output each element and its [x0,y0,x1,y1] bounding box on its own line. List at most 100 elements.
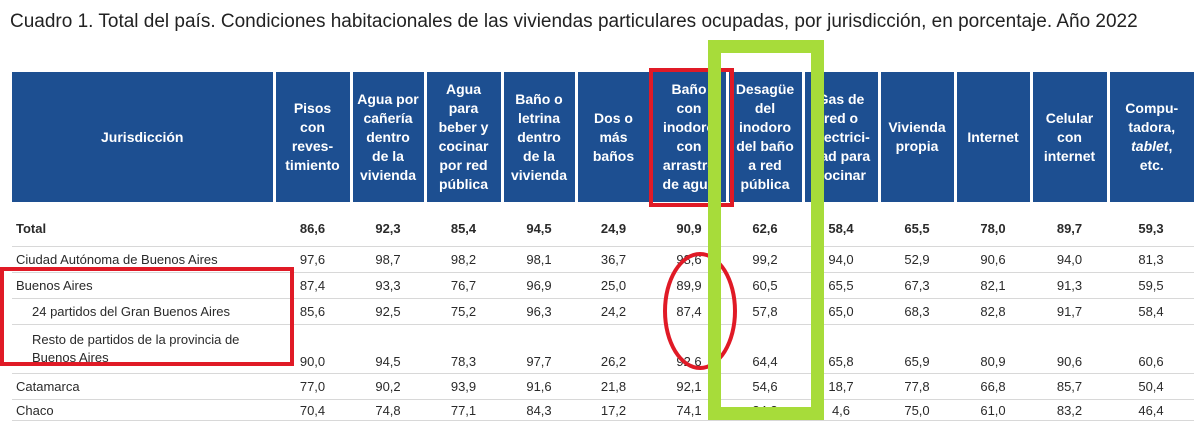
table-cell: 60,6 [1108,324,1194,374]
table-title: Cuadro 1. Total del país. Condiciones ha… [10,11,1138,32]
table-row: Resto de partidos de la provincia de Bue… [12,324,1194,374]
table-cell: 61,0 [955,399,1031,421]
table-cell: 25,0 [576,272,651,299]
table-cell: 46,4 [1108,399,1194,421]
table-cell: 70,4 [274,399,351,421]
table-cell: 89,9 [651,272,727,299]
table-cell: 57,8 [727,298,803,325]
table-cell: 83,2 [1031,399,1108,421]
table-cell: 68,3 [879,298,955,325]
table-cell: 80,9 [955,324,1031,374]
table-cell: 17,2 [576,399,651,421]
header-pisos: Pisos con reves- timiento [272,72,351,202]
table-cell: 97,7 [502,324,576,374]
header-internet: Internet [953,72,1031,202]
row-jurisdiction-label: Catamarca [12,373,274,400]
table-cell: 87,4 [651,298,727,325]
table-cell: 24,9 [576,202,651,247]
table-cell: 75,2 [425,298,502,325]
table-cell: 92,3 [351,202,425,247]
table-cell: 77,0 [274,373,351,400]
table-cell: 94,5 [351,324,425,374]
housing-conditions-table: Jurisdicción Pisos con reves- timiento A… [12,72,1194,421]
table-cell: 91,3 [1031,272,1108,299]
table-cell: 21,8 [576,373,651,400]
table-cell: 60,5 [727,272,803,299]
table-cell: 92,6 [651,324,727,374]
table-cell: 94,5 [502,202,576,247]
header-dos-banos: Dos o más baños [574,72,651,202]
table-cell: 92,5 [351,298,425,325]
header-agua-caneria: Agua por cañería dentro de la vivienda [349,72,425,202]
table-cell: 34,2 [727,399,803,421]
table-cell: 59,5 [1108,272,1194,299]
table-cell: 93,3 [351,272,425,299]
table-cell: 99,2 [727,246,803,273]
table-cell: 90,6 [1031,324,1108,374]
table-cell: 58,4 [1108,298,1194,325]
header-gas: Gas de red o electrici- dad para cocinar [801,72,879,202]
header-computadora: Compu-tadora, tablet, etc. [1106,72,1194,202]
table-cell: 50,4 [1108,373,1194,400]
table-cell: 58,4 [803,202,879,247]
header-desague: Desagüe del inodoro del baño a red públi… [725,72,803,202]
table-cell: 92,1 [651,373,727,400]
table-cell: 54,6 [727,373,803,400]
table-cell: 76,7 [425,272,502,299]
header-row: Jurisdicción Pisos con reves- timiento A… [12,72,1194,202]
table-cell: 94,0 [803,246,879,273]
table-cell: 90,2 [351,373,425,400]
table-cell: 65,8 [803,324,879,374]
table-cell: 78,3 [425,324,502,374]
table-row: Buenos Aires 87,4 93,3 76,7 96,9 25,0 89,9 60,5… [12,272,1194,299]
table-cell: 82,8 [955,298,1031,325]
header-bano-letrina: Baño o letrina dentro de la vivienda [500,72,576,202]
table-cell: 62,6 [727,202,803,247]
table-cell: 90,0 [274,324,351,374]
header-agua-red: Agua para beber y cocinar por red públic… [423,72,502,202]
table-cell: 98,1 [502,246,576,273]
row-jurisdiction-label: Resto de partidos de la provincia de Bue… [12,324,274,374]
table-cell: 64,4 [727,324,803,374]
table-cell: 97,6 [274,246,351,273]
table-cell: 78,0 [955,202,1031,247]
table-cell: 94,0 [1031,246,1108,273]
table-cell: 98,7 [351,246,425,273]
table-cell: 84,3 [502,399,576,421]
table-row: Ciudad Autónoma de Buenos Aires 97,6 98,7 9… [12,246,1194,273]
table-cell: 91,6 [502,373,576,400]
table-cell: 59,3 [1108,202,1194,247]
row-jurisdiction-label: Chaco [12,399,274,421]
table-cell: 74,8 [351,399,425,421]
table-cell: 98,2 [425,246,502,273]
row-jurisdiction-label: Buenos Aires [12,272,274,299]
header-jurisdiccion: Jurisdicción [12,72,274,202]
table-cell: 87,4 [274,272,351,299]
table-cell: 75,0 [879,399,955,421]
table-cell: 24,2 [576,298,651,325]
table-cell: 96,3 [502,298,576,325]
row-jurisdiction-label: Total [12,202,274,247]
header-vivienda-propia: Vivienda propia [877,72,955,202]
table-cell: 65,5 [803,272,879,299]
table-cell: 82,1 [955,272,1031,299]
table-row: Chaco 70,4 74,8 77,1 84,3 17,2 74,1 34,2 4,6 75,0… [12,399,1194,421]
table-cell: 67,3 [879,272,955,299]
table-cell: 74,1 [651,399,727,421]
table-cell: 93,9 [425,373,502,400]
table-cell: 77,1 [425,399,502,421]
table-cell: 89,7 [1031,202,1108,247]
header-bano-inodoro: Baño con inodoro con arrastre de agua [649,72,727,202]
table-cell: 65,0 [803,298,879,325]
table-row: Catamarca 77,0 90,2 93,9 91,6 21,8 92,1 54,6 18,… [12,373,1194,400]
table-cell: 66,8 [955,373,1031,400]
table-cell: 4,6 [803,399,879,421]
table-row: 24 partidos del Gran Buenos Aires 85,6 92,… [12,298,1194,325]
table-row: Total 86,6 92,3 85,4 94,5 24,9 90,9 62,6 58,4 65,… [12,202,1194,247]
table-cell: 81,3 [1108,246,1194,273]
table-cell: 90,6 [955,246,1031,273]
table-cell: 85,4 [425,202,502,247]
table-cell: 98,6 [651,246,727,273]
table-cell: 85,6 [274,298,351,325]
table-cell: 86,6 [274,202,351,247]
